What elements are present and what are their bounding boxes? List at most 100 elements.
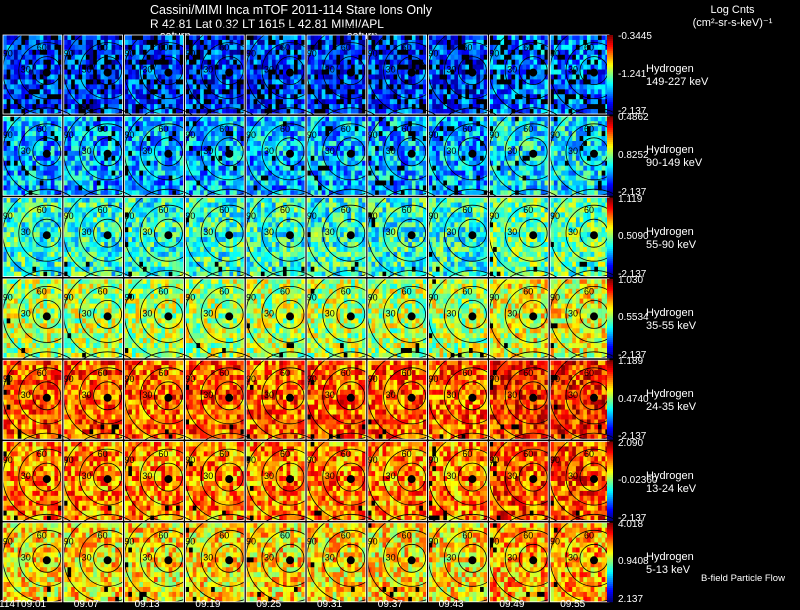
contour-label: 30 — [142, 308, 152, 318]
contour-label: 90 — [307, 49, 317, 59]
contour-label: 90 — [550, 536, 560, 546]
contour-label: 30 — [82, 227, 92, 237]
contour-label: 60 — [158, 205, 168, 215]
contour-label: 30 — [568, 146, 578, 156]
contour-label: 30 — [325, 552, 335, 562]
contour-label: 90 — [185, 536, 195, 546]
colorbar-r6 — [607, 523, 613, 602]
contour-label: 90 — [124, 455, 134, 465]
contour-label: 60 — [584, 530, 594, 540]
contour-label: 60 — [280, 286, 290, 296]
contour-label: 30 — [386, 146, 396, 156]
contour-label: 60 — [219, 286, 229, 296]
species-label: Hydrogen — [646, 63, 708, 76]
contour-label: 60 — [158, 368, 168, 378]
contour-label: 30 — [507, 552, 517, 562]
contour-label: 30 — [82, 146, 92, 156]
contour-label: 30 — [507, 390, 517, 400]
contour-label: 90 — [550, 374, 560, 384]
colorbar-cmax-label: 2.090 — [618, 439, 643, 449]
contour-label: 60 — [402, 43, 412, 53]
contour-label: 30 — [568, 390, 578, 400]
contour-label: 90 — [185, 49, 195, 59]
contour-label: 90 — [246, 130, 256, 140]
contour-label: 30 — [203, 227, 213, 237]
contour-label: 90 — [368, 455, 378, 465]
contour-label: 30 — [507, 471, 517, 481]
contour-label: 90 — [307, 455, 317, 465]
contour-label: 90 — [124, 536, 134, 546]
contour-label: 90 — [64, 130, 74, 140]
contour-label: 30 — [386, 471, 396, 481]
contour-label: 30 — [203, 65, 213, 75]
contour-label: 30 — [264, 227, 274, 237]
contour-label: 30 — [82, 552, 92, 562]
contour-label: 90 — [428, 130, 438, 140]
contour-label: 60 — [98, 43, 108, 53]
contour-label: 90 — [489, 292, 499, 302]
contour-label: 90 — [124, 49, 134, 59]
contour-label: 60 — [98, 530, 108, 540]
energy-band-label: Hydrogen 55-90 keV — [646, 226, 696, 252]
contour-label: 90 — [124, 130, 134, 140]
contour-label: 30 — [21, 65, 31, 75]
contour-label: 60 — [158, 530, 168, 540]
contour-label: 90 — [428, 455, 438, 465]
energy-band-label: Hydrogen 149-227 keV — [646, 63, 708, 89]
colorbar-cmax-label: 1.030 — [618, 276, 643, 286]
energy-band-label: Hydrogen 90-149 keV — [646, 144, 702, 170]
contour-label: 30 — [325, 471, 335, 481]
colorbar-cmin-label: 2.137 — [618, 595, 643, 605]
colorbar-cmax-label: -0.3445 — [618, 32, 652, 42]
contour-label: 60 — [523, 124, 533, 134]
contour-label: 60 — [280, 43, 290, 53]
contour-label: 90 — [489, 130, 499, 140]
contour-label: 30 — [386, 65, 396, 75]
contour-label: 30 — [446, 308, 456, 318]
contour-label: 90 — [307, 130, 317, 140]
contour-label: 60 — [462, 368, 472, 378]
contour-label: 30 — [325, 390, 335, 400]
contour-label: 90 — [550, 130, 560, 140]
contour-label: 60 — [402, 205, 412, 215]
contour-label: 30 — [21, 146, 31, 156]
colorbar-cmid-label: 0.4740 — [618, 395, 649, 405]
contour-label: 30 — [446, 146, 456, 156]
contour-label: 30 — [386, 552, 396, 562]
contour-label: 60 — [98, 449, 108, 459]
contour-label: 90 — [307, 536, 317, 546]
contour-label: 30 — [21, 390, 31, 400]
contour-label: 30 — [568, 308, 578, 318]
colorbar-r1 — [607, 116, 613, 195]
contour-label: 90 — [3, 455, 13, 465]
contour-label: 30 — [386, 227, 396, 237]
contour-label: 90 — [3, 130, 13, 140]
contour-label: 90 — [489, 49, 499, 59]
contour-label: 60 — [584, 286, 594, 296]
contour-label: 90 — [489, 536, 499, 546]
contour-label: 30 — [325, 65, 335, 75]
contour-label: 60 — [158, 43, 168, 53]
time-tick-label: 114T09:01 — [0, 599, 59, 610]
contour-label: 60 — [98, 286, 108, 296]
colorbar-r2 — [607, 198, 613, 277]
energy-range-label: 55-90 keV — [646, 239, 696, 252]
energy-band-label: Hydrogen 24-35 keV — [646, 388, 696, 414]
contour-label: 60 — [462, 449, 472, 459]
contour-label: 90 — [246, 536, 256, 546]
contour-label: 30 — [568, 552, 578, 562]
colorbar-cmax-label: 1.189 — [618, 357, 643, 367]
contour-label: 60 — [402, 286, 412, 296]
colorbar-r3 — [607, 279, 613, 358]
contour-label: 30 — [203, 390, 213, 400]
colorbar-cmid-label: 0.9408 — [618, 557, 649, 567]
contour-label: 30 — [568, 227, 578, 237]
contour-label: 60 — [402, 368, 412, 378]
contour-label: 90 — [428, 49, 438, 59]
energy-band-label: Hydrogen 35-55 keV — [646, 307, 696, 333]
contour-label: 30 — [507, 146, 517, 156]
species-label: Hydrogen — [646, 226, 696, 239]
energy-range-label: 35-55 keV — [646, 320, 696, 333]
contour-label: 90 — [185, 130, 195, 140]
contour-label: 60 — [37, 449, 47, 459]
